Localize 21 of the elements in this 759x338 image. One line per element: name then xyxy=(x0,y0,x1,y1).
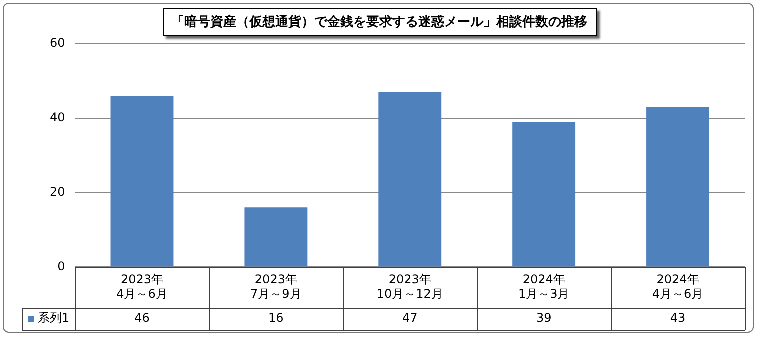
y-tick-label: 0 xyxy=(58,259,66,274)
y-tick-label: 40 xyxy=(50,110,66,125)
data-label: 43 xyxy=(670,311,686,326)
bar xyxy=(244,208,308,267)
legend-label: 系列1 xyxy=(38,311,70,326)
x-tick-label: 2023年 10月～12月 xyxy=(376,272,444,301)
x-tick-label: 2024年 1月～3月 xyxy=(518,272,570,301)
bar xyxy=(378,92,442,267)
bar xyxy=(512,122,576,267)
data-label: 39 xyxy=(536,311,552,326)
bar xyxy=(646,107,710,267)
x-tick-label: 2024年 4月～6月 xyxy=(652,272,704,301)
bar xyxy=(110,96,174,267)
chart-title: 「暗号資産（仮想通貨）で金銭を要求する迷惑メール」相談件数の推移 xyxy=(162,8,596,36)
x-tick-label: 2023年 4月～6月 xyxy=(116,272,168,301)
data-label: 47 xyxy=(402,311,418,326)
y-tick-label: 60 xyxy=(50,36,66,50)
y-tick-label: 20 xyxy=(50,184,66,199)
x-tick-label: 2023年 7月～9月 xyxy=(250,272,302,301)
data-label: 16 xyxy=(268,311,284,326)
data-label: 46 xyxy=(134,311,150,326)
